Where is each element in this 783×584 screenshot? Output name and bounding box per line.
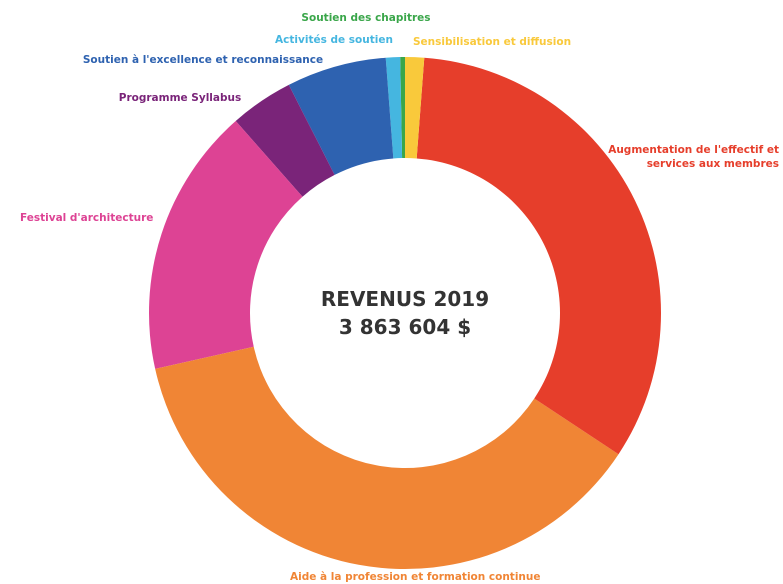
center-value: 3 863 604 $ bbox=[339, 315, 471, 339]
segment-label: Festival d'architecture bbox=[20, 212, 154, 224]
donut-segment bbox=[416, 57, 662, 455]
donut-segment bbox=[385, 57, 403, 159]
segment-label: Soutien à l'excellence et reconnaissance bbox=[82, 54, 324, 66]
donut-segment bbox=[155, 346, 619, 569]
center-title: REVENUS 2019 bbox=[321, 287, 489, 311]
donut-segment bbox=[405, 57, 425, 159]
segment-label: Activités de soutien bbox=[275, 34, 393, 46]
segment-label: Soutien des chapitres bbox=[301, 12, 431, 24]
donut-segment bbox=[288, 57, 394, 175]
segment-label: Aide à la profession et formation contin… bbox=[290, 571, 541, 583]
donut-segment bbox=[149, 120, 303, 369]
segment-label: Sensibilisation et diffusion bbox=[413, 36, 572, 48]
donut-segment bbox=[235, 84, 335, 197]
segment-label: Programme Syllabus bbox=[118, 92, 242, 104]
segment-label: Augmentation de l'effectif et services a… bbox=[608, 144, 779, 170]
donut-segment bbox=[400, 57, 405, 159]
